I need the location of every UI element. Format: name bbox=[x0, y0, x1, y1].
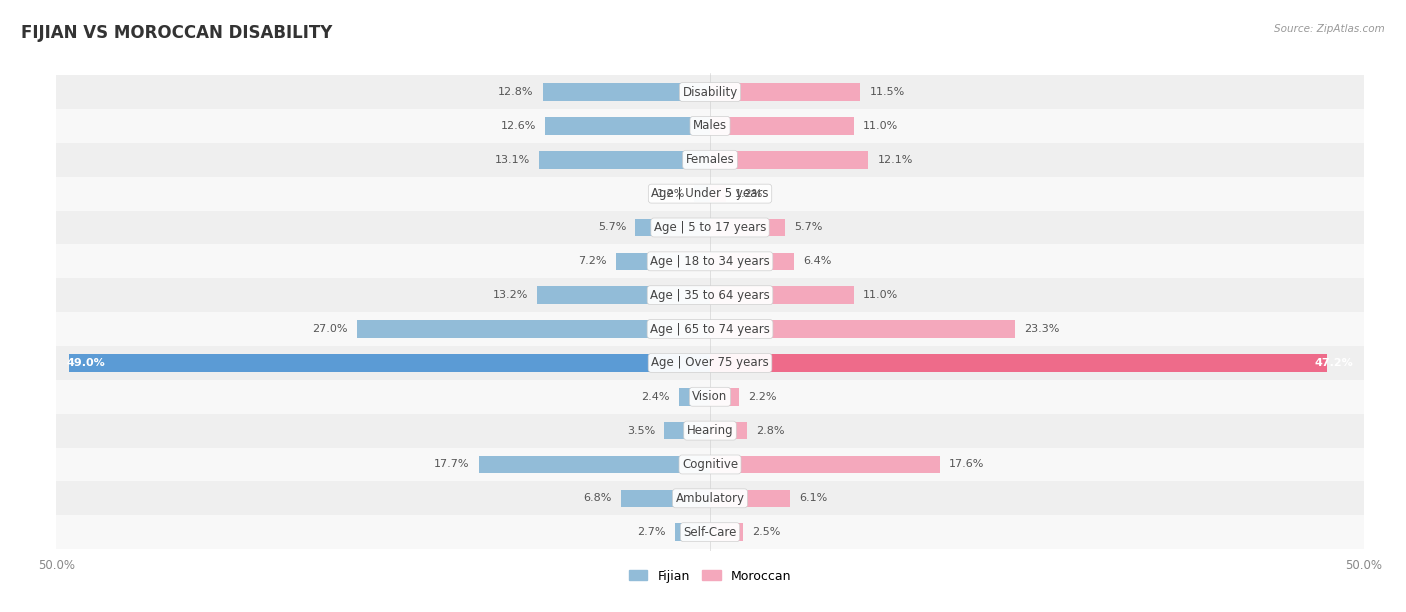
Bar bbox=[543, 83, 710, 101]
Bar bbox=[679, 388, 710, 406]
Bar bbox=[538, 151, 710, 168]
Bar bbox=[710, 83, 860, 101]
Bar bbox=[56, 447, 1364, 482]
Text: 17.7%: 17.7% bbox=[434, 460, 470, 469]
Text: FIJIAN VS MOROCCAN DISABILITY: FIJIAN VS MOROCCAN DISABILITY bbox=[21, 24, 332, 42]
Bar bbox=[710, 490, 790, 507]
Bar bbox=[56, 177, 1364, 211]
Text: 11.5%: 11.5% bbox=[869, 87, 905, 97]
Bar bbox=[56, 109, 1364, 143]
Bar bbox=[710, 388, 738, 406]
Bar bbox=[710, 320, 1015, 338]
Bar bbox=[710, 286, 853, 304]
Bar bbox=[710, 253, 794, 270]
Bar bbox=[56, 414, 1364, 447]
Bar bbox=[636, 218, 710, 236]
Bar bbox=[710, 185, 725, 203]
Text: 11.0%: 11.0% bbox=[863, 290, 898, 300]
Text: 49.0%: 49.0% bbox=[66, 358, 105, 368]
Text: 2.4%: 2.4% bbox=[641, 392, 669, 401]
Text: 1.2%: 1.2% bbox=[735, 188, 763, 199]
Bar bbox=[56, 515, 1364, 549]
Text: 2.2%: 2.2% bbox=[748, 392, 776, 401]
Bar bbox=[478, 456, 710, 473]
Bar bbox=[56, 211, 1364, 244]
Bar bbox=[546, 117, 710, 135]
Bar bbox=[56, 278, 1364, 312]
Text: 12.6%: 12.6% bbox=[501, 121, 536, 131]
Bar bbox=[56, 312, 1364, 346]
Text: 5.7%: 5.7% bbox=[794, 223, 823, 233]
Bar bbox=[710, 117, 853, 135]
Text: 5.7%: 5.7% bbox=[598, 223, 626, 233]
Bar bbox=[675, 523, 710, 541]
Bar bbox=[616, 253, 710, 270]
Legend: Fijian, Moroccan: Fijian, Moroccan bbox=[624, 564, 796, 588]
Bar bbox=[695, 185, 710, 203]
Text: 17.6%: 17.6% bbox=[949, 460, 984, 469]
Text: 23.3%: 23.3% bbox=[1024, 324, 1059, 334]
Text: Cognitive: Cognitive bbox=[682, 458, 738, 471]
Text: Ambulatory: Ambulatory bbox=[675, 492, 745, 505]
Bar bbox=[56, 346, 1364, 380]
Bar bbox=[357, 320, 710, 338]
Text: Disability: Disability bbox=[682, 86, 738, 99]
Bar bbox=[710, 422, 747, 439]
Text: 7.2%: 7.2% bbox=[578, 256, 607, 266]
Text: 6.4%: 6.4% bbox=[803, 256, 831, 266]
Text: 6.8%: 6.8% bbox=[583, 493, 612, 503]
Text: Age | 18 to 34 years: Age | 18 to 34 years bbox=[650, 255, 770, 268]
Text: 13.1%: 13.1% bbox=[495, 155, 530, 165]
Text: Vision: Vision bbox=[692, 390, 728, 403]
Text: 12.1%: 12.1% bbox=[877, 155, 912, 165]
Text: 6.1%: 6.1% bbox=[799, 493, 827, 503]
Bar bbox=[56, 143, 1364, 177]
Bar bbox=[56, 380, 1364, 414]
Text: 2.7%: 2.7% bbox=[637, 527, 665, 537]
Text: Age | 5 to 17 years: Age | 5 to 17 years bbox=[654, 221, 766, 234]
Text: 12.8%: 12.8% bbox=[498, 87, 533, 97]
Bar bbox=[710, 456, 941, 473]
Text: 27.0%: 27.0% bbox=[312, 324, 347, 334]
Text: 11.0%: 11.0% bbox=[863, 121, 898, 131]
Bar bbox=[69, 354, 710, 371]
Bar bbox=[56, 244, 1364, 278]
Text: Age | Under 5 years: Age | Under 5 years bbox=[651, 187, 769, 200]
Text: Age | Over 75 years: Age | Over 75 years bbox=[651, 356, 769, 370]
Bar bbox=[710, 354, 1327, 371]
Bar bbox=[621, 490, 710, 507]
Text: Females: Females bbox=[686, 153, 734, 166]
Text: 2.8%: 2.8% bbox=[756, 425, 785, 436]
Text: 3.5%: 3.5% bbox=[627, 425, 655, 436]
Text: 1.2%: 1.2% bbox=[657, 188, 685, 199]
Text: Self-Care: Self-Care bbox=[683, 526, 737, 539]
Text: Age | 35 to 64 years: Age | 35 to 64 years bbox=[650, 289, 770, 302]
Text: Age | 65 to 74 years: Age | 65 to 74 years bbox=[650, 323, 770, 335]
Text: 13.2%: 13.2% bbox=[494, 290, 529, 300]
Text: 47.2%: 47.2% bbox=[1315, 358, 1354, 368]
Bar bbox=[537, 286, 710, 304]
Bar bbox=[710, 218, 785, 236]
Bar bbox=[710, 523, 742, 541]
Bar bbox=[56, 482, 1364, 515]
Text: Hearing: Hearing bbox=[686, 424, 734, 437]
Text: 2.5%: 2.5% bbox=[752, 527, 780, 537]
Bar bbox=[664, 422, 710, 439]
Bar bbox=[56, 75, 1364, 109]
Text: Source: ZipAtlas.com: Source: ZipAtlas.com bbox=[1274, 24, 1385, 34]
Text: Males: Males bbox=[693, 119, 727, 132]
Bar bbox=[710, 151, 869, 168]
